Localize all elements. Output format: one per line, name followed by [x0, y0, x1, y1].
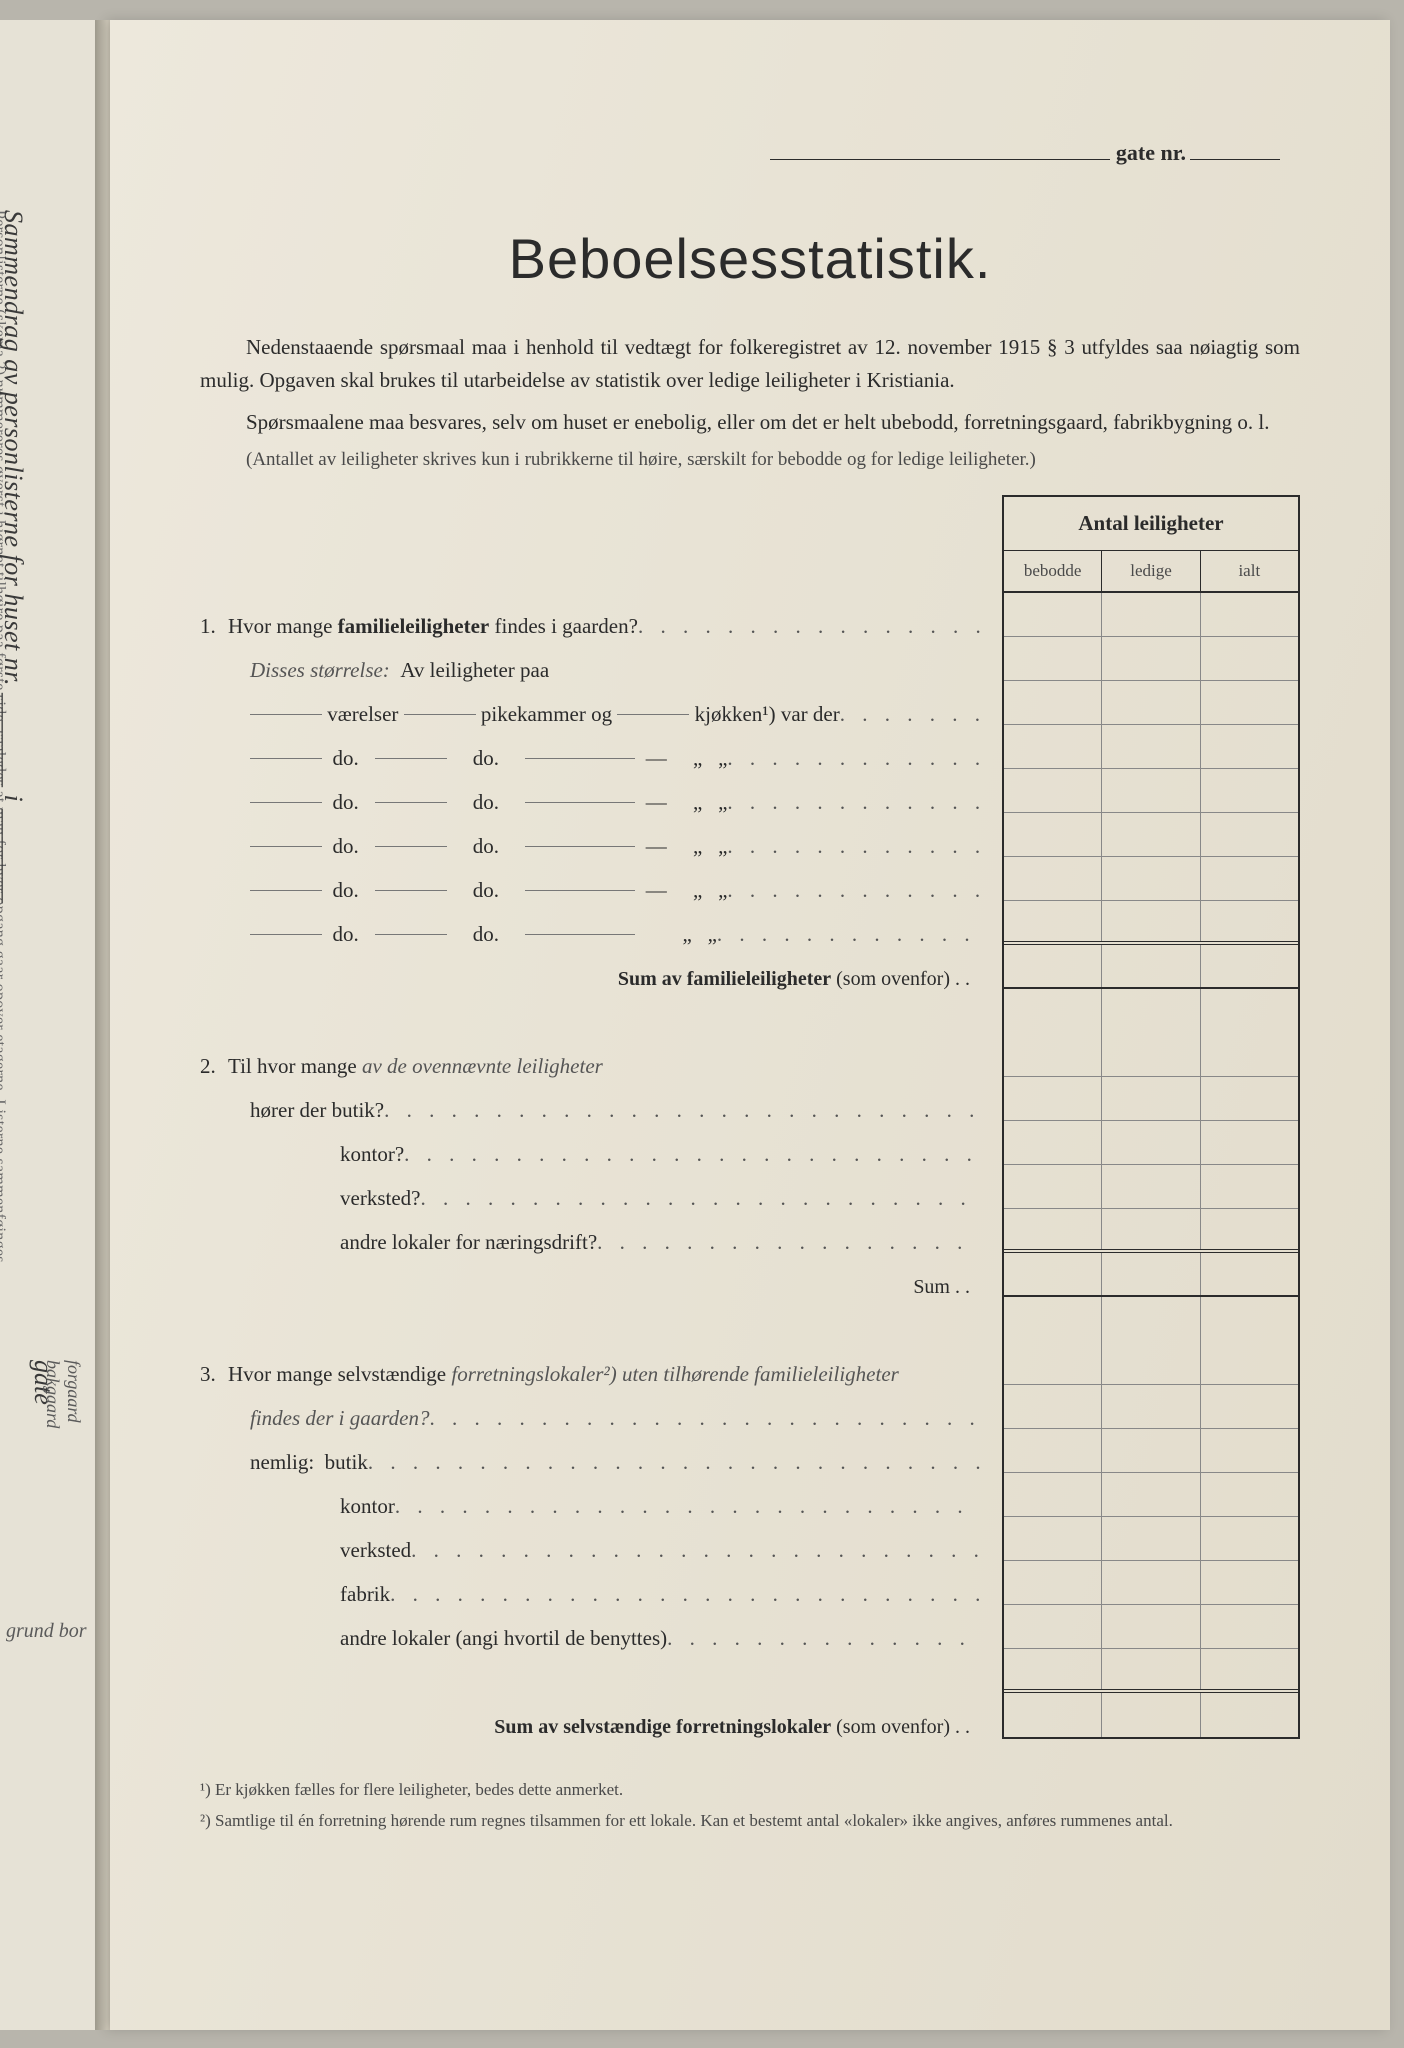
q3-r2: kontor: [200, 1485, 980, 1529]
document-page: gate nr. Beboelsesstatistik. Nedenstaaen…: [110, 20, 1390, 2030]
table-row: [1004, 1649, 1298, 1693]
q3-r5: andre lokaler (angi hvortil de benyttes): [200, 1617, 980, 1661]
questions-block: 1. Hvor mange familieleiligheter findes …: [200, 495, 980, 1749]
q2-sum: Sum . .: [200, 1265, 980, 1309]
q1-do: do. do. — „ „: [200, 869, 980, 913]
q3-text2: findes der i gaarden?: [200, 1397, 980, 1441]
table-row: [1004, 1517, 1298, 1561]
table-row: [1004, 1033, 1298, 1077]
table-row: [1004, 637, 1298, 681]
table-row: [1004, 989, 1298, 1033]
col-ledige: ledige: [1102, 551, 1200, 591]
q1-do: do. do. — „ „: [200, 737, 980, 781]
table-row: [1004, 1473, 1298, 1517]
table-row-sum: [1004, 945, 1298, 989]
table-row: [1004, 857, 1298, 901]
q2-text: 2. Til hvor mange av de ovennævnte leili…: [200, 1045, 980, 1089]
table-row: [1004, 813, 1298, 857]
table-row-sum: [1004, 1253, 1298, 1297]
q2-r3: verksted?: [200, 1177, 980, 1221]
q3-sum: Sum av selvstændige forretningslokaler (…: [200, 1705, 980, 1749]
table-row: [1004, 593, 1298, 637]
footnotes: ¹) Er kjøkken fælles for flere leilighet…: [200, 1777, 1300, 1834]
q2-r2: kontor?: [200, 1133, 980, 1177]
gate-field: gate nr.: [200, 140, 1300, 166]
intro-paragraph-2: Spørsmaalene maa besvares, selv om huset…: [200, 406, 1300, 439]
q1-subhead: Disses størrelse: Av leiligheter paa: [200, 649, 980, 693]
q1-detail: værelser pikekammer og kjøkken¹) var der: [200, 693, 980, 737]
page-title: Beboelsesstatistik.: [200, 226, 1300, 291]
table-row: [1004, 1341, 1298, 1385]
q3-r4: fabrik: [200, 1573, 980, 1617]
table-row: [1004, 1429, 1298, 1473]
col-ialt: ialt: [1201, 551, 1298, 591]
table-row: [1004, 1165, 1298, 1209]
side-note-bottom: grund bor: [6, 1620, 87, 1643]
q1-do: do. do. „ „: [200, 913, 980, 957]
q1-do: do. do. — „ „: [200, 825, 980, 869]
footnote-2: ²) Samtlige til én forretning hørende ru…: [200, 1808, 1300, 1834]
side-note-forgaard: forgaardbakgaard: [42, 1360, 84, 1760]
q2-r1: hører der butik?: [200, 1089, 980, 1133]
q3-text: 3. Hvor mange selvstændige forretningslo…: [200, 1353, 980, 1397]
q1-do: do. do. — „ „: [200, 781, 980, 825]
table-row: [1004, 1077, 1298, 1121]
intro-note: (Antallet av leiligheter skrives kun i r…: [200, 449, 1300, 471]
q1-sum: Sum av familieleiligheter (som ovenfor) …: [200, 957, 980, 1001]
q2-r4: andre lokaler for næringsdrift?: [200, 1221, 980, 1265]
intro-paragraph-1: Nedenstaaende spørsmaal maa i henhold ti…: [200, 331, 1300, 396]
footnote-1: ¹) Er kjøkken fælles for flere leilighet…: [200, 1777, 1300, 1803]
table-row: [1004, 725, 1298, 769]
q3-r3: verksted: [200, 1529, 980, 1573]
table-row: [1004, 1605, 1298, 1649]
table-header: Antal leiligheter: [1004, 497, 1298, 551]
table-row: [1004, 1385, 1298, 1429]
table-row: [1004, 1561, 1298, 1605]
table-row: [1004, 1209, 1298, 1253]
table-row: [1004, 1121, 1298, 1165]
table-row-sum: [1004, 1693, 1298, 1737]
q3-r1: nemlig: butik: [200, 1441, 980, 1485]
table-columns: bebodde ledige ialt: [1004, 551, 1298, 593]
table-row: [1004, 769, 1298, 813]
count-table: Antal leiligheter bebodde ledige ialt: [1002, 495, 1300, 1739]
table-row: [1004, 1297, 1298, 1341]
table-row: [1004, 681, 1298, 725]
q1-text: 1. Hvor mange familieleiligheter findes …: [200, 605, 980, 649]
col-bebodde: bebodde: [1004, 551, 1102, 591]
table-row: [1004, 901, 1298, 945]
side-note-main: Sammendrag av personlisterne for huset n…: [0, 210, 28, 1810]
